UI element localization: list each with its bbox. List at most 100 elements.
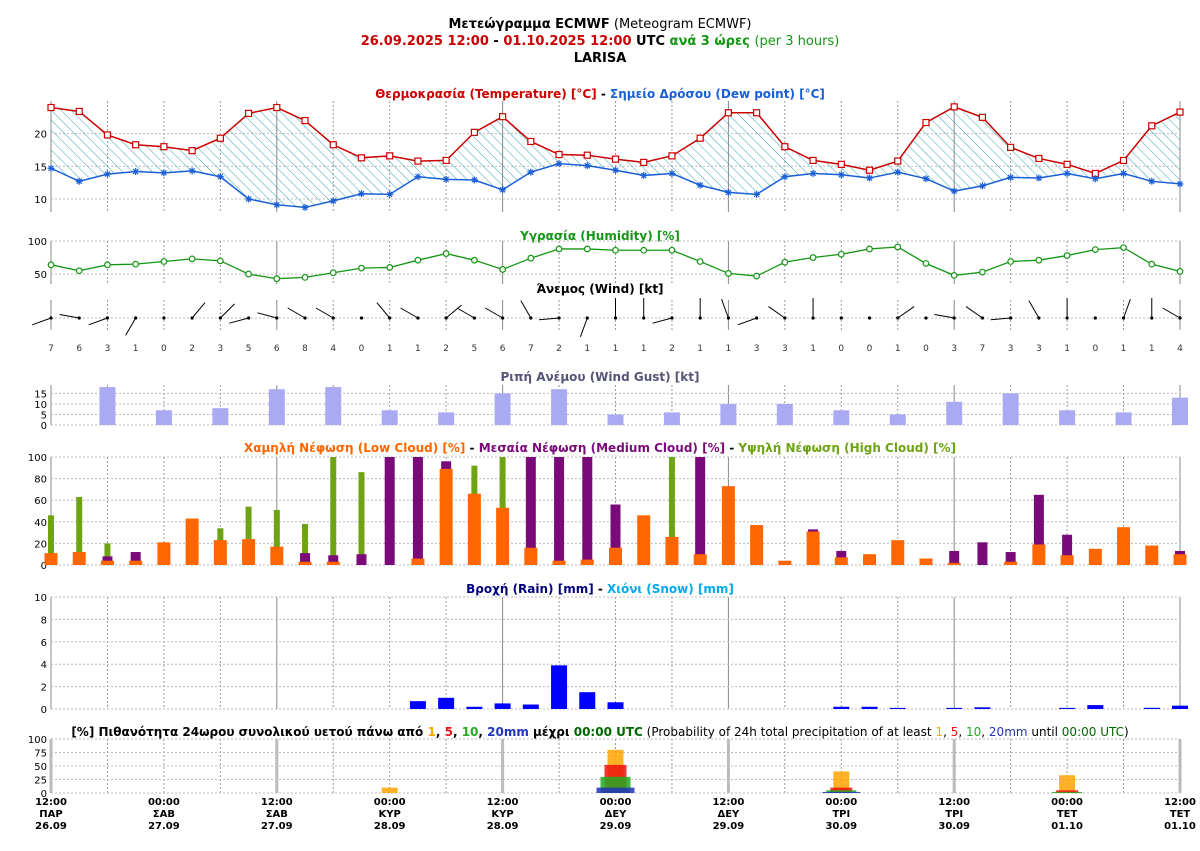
dewpoint-point	[668, 169, 676, 177]
wind-station-dot	[924, 316, 928, 320]
humidity-point	[301, 273, 309, 281]
humidity-point	[188, 255, 196, 263]
wind-speed-label: 3	[105, 344, 111, 354]
wind-speed-label: 1	[726, 344, 732, 354]
wind-speed-label: 0	[923, 344, 929, 354]
gust-bar	[1059, 410, 1076, 425]
gust-bar	[1172, 397, 1188, 425]
probability-ytick-label: 100	[28, 735, 47, 746]
wind-speed-label: 1	[133, 344, 139, 354]
wind-speed-label: 1	[584, 344, 590, 354]
wind-speed-label: 0	[838, 344, 844, 354]
low-cloud-bar	[637, 515, 651, 565]
dewpoint-point	[1148, 177, 1156, 185]
humidity-ytick-label: 50	[34, 270, 47, 281]
probability-title-part: 1	[427, 725, 435, 739]
x-axis-time-label: 00:00	[148, 797, 180, 808]
low-cloud-bar	[1060, 555, 1074, 565]
humidity-point	[809, 254, 817, 261]
humidity-point	[414, 256, 422, 264]
probability-title-part: ,	[453, 725, 462, 739]
x-axis-time-label: 00:00	[374, 797, 406, 808]
probability-bar-20mm	[596, 787, 635, 793]
precip-ytick-label: 6	[41, 638, 47, 649]
low-cloud-bar	[270, 546, 284, 565]
probability-title: [%] Πιθανότητα 24ωρου συνολικού υετού πά…	[71, 725, 1128, 739]
probability-ytick-label: 75	[34, 749, 47, 760]
wind-barb	[400, 307, 419, 319]
medium-cloud-bar	[384, 457, 395, 565]
dewpoint-point	[724, 188, 732, 196]
low-cloud-bar	[891, 540, 905, 565]
medium-cloud-bar	[695, 457, 706, 565]
humidity-point	[216, 257, 224, 265]
humidity-point	[75, 267, 83, 275]
precip-title-part: -	[594, 582, 607, 596]
temperature-title-part: -	[597, 87, 610, 101]
low-cloud-bar	[524, 547, 538, 565]
wind-speed-label: 3	[1036, 344, 1042, 354]
probability-bar-20mm	[822, 791, 861, 793]
wind-barb	[125, 317, 137, 336]
wind-barb	[934, 314, 955, 319]
x-axis-day-label: ΔΕΥ	[717, 809, 740, 820]
low-cloud-bar	[721, 486, 735, 565]
low-cloud-bar	[919, 558, 933, 565]
wind-speed-label: 1	[1149, 344, 1155, 354]
header-dash: -	[493, 34, 499, 49]
x-axis-date-label: 27.09	[148, 821, 180, 832]
temperature-title-part: Σημείο Δρόσου (Dew point) [°C]	[610, 87, 825, 101]
low-cloud-bar	[665, 536, 679, 565]
dewpoint-point	[160, 169, 168, 177]
humidity-point	[583, 245, 591, 253]
wind-speed-label: 3	[951, 344, 957, 354]
probability-title-part: ,	[958, 725, 966, 739]
wind-speed-label: 1	[613, 344, 619, 354]
rain-bar	[889, 707, 906, 709]
dewpoint-point	[75, 177, 83, 185]
wind-barb	[520, 300, 532, 319]
temperature-ytick-label: 10	[34, 195, 47, 206]
gust-ytick-label: 5	[41, 410, 47, 421]
humidity-point	[668, 246, 676, 254]
cloud-ytick-label: 80	[34, 475, 47, 486]
dewpoint-point	[329, 197, 337, 205]
gust-ytick-label: 0	[41, 421, 47, 432]
low-cloud-bar	[185, 518, 199, 565]
cloud-title: Χαμηλή Νέφωση (Low Cloud) [%] - Μεσαία Ν…	[244, 441, 956, 455]
gust-bar	[551, 389, 568, 425]
low-cloud-bar	[496, 507, 510, 565]
rain-bar	[1172, 705, 1188, 709]
dewpoint-point	[809, 169, 817, 177]
temperature-point	[301, 116, 309, 125]
low-cloud-bar	[1088, 548, 1102, 565]
wind-speed-label: 2	[443, 344, 449, 354]
gust-bar	[833, 410, 850, 425]
rain-bar	[522, 704, 539, 709]
rain-bar	[607, 702, 624, 709]
gust-bar	[663, 412, 680, 425]
wind-speed-label: 2	[669, 344, 675, 354]
low-cloud-bar	[750, 525, 764, 565]
humidity-point	[527, 254, 535, 262]
dewpoint-point	[132, 168, 140, 176]
medium-cloud-bar	[328, 555, 339, 565]
humidity-point	[894, 243, 902, 251]
low-cloud-bar	[44, 553, 58, 565]
x-axis-time-label: 12:00	[35, 797, 67, 808]
temperature-point	[724, 109, 733, 117]
low-cloud-bar	[242, 539, 256, 565]
gust-bar	[776, 403, 793, 425]
wind-station-dot	[557, 316, 561, 320]
probability-title-part: ,	[981, 725, 989, 739]
cloud-title-part: Χαμηλή Νέφωση (Low Cloud) [%]	[244, 441, 465, 455]
humidity-point	[555, 245, 563, 253]
dewpoint-point	[47, 164, 55, 172]
medium-cloud-bar	[1005, 552, 1016, 565]
low-cloud-bar	[1004, 561, 1018, 565]
dewpoint-point	[1035, 174, 1043, 182]
low-cloud-bar	[834, 557, 848, 565]
wind-speed-label: 3	[782, 344, 788, 354]
x-axis-date-label: 01.10	[1051, 821, 1083, 832]
probability-title-part: until	[1028, 725, 1062, 739]
